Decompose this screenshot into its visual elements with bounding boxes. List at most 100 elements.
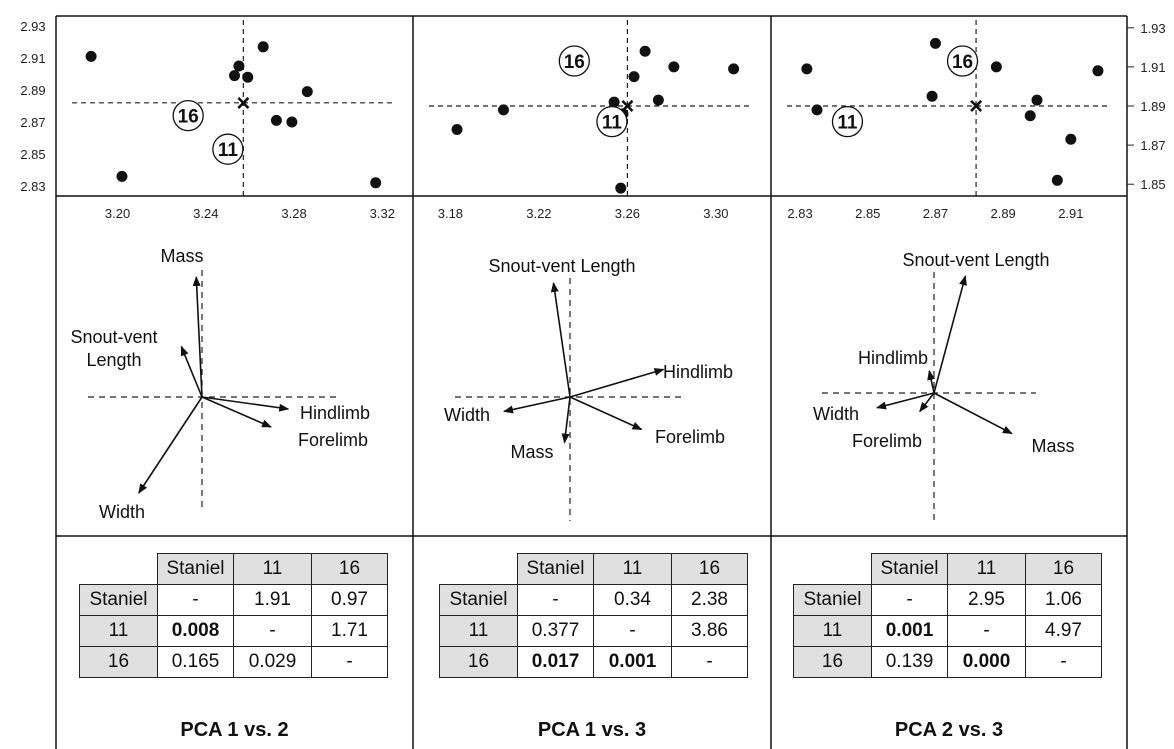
- loading-label: Snout-vent Length: [902, 250, 1049, 270]
- data-point: [652, 94, 664, 106]
- data-point: [233, 60, 245, 72]
- y-tick-label: 1.87: [1140, 138, 1165, 153]
- panel-title: PCA 1 vs. 2: [180, 719, 289, 741]
- table-column-header: 11: [593, 553, 672, 585]
- y-tick-label: 2.93: [20, 19, 45, 34]
- table-cell: 0.377: [517, 615, 594, 647]
- loading-label: Forelimb: [852, 431, 922, 451]
- y-tick-label: 1.89: [1140, 99, 1165, 114]
- loading-label: Hindlimb: [663, 362, 733, 382]
- panel-title: PCA 2 vs. 3: [894, 719, 1004, 741]
- loading-arrow: [561, 396, 571, 444]
- loading-arrow: [919, 392, 935, 413]
- loading-label: Width: [99, 502, 145, 522]
- x-tick-label: 2.85: [855, 206, 880, 221]
- loading-arrow: [569, 368, 665, 398]
- x-tick-label: 3.32: [370, 206, 395, 221]
- data-point: [1024, 110, 1036, 122]
- table-row-header: 16: [439, 646, 518, 678]
- loading-arrow: [550, 282, 571, 398]
- data-point: [608, 96, 620, 108]
- loading-arrow: [138, 396, 203, 494]
- table-cell: 1.06: [1025, 584, 1102, 616]
- table-cell: 0.008: [157, 615, 234, 647]
- table-cell: 0.017: [517, 646, 594, 678]
- loading-label: Width: [444, 405, 490, 425]
- table-row: 11 0.001-4.97: [793, 615, 1102, 647]
- table-corner: [440, 554, 518, 585]
- loading-label: Mass: [160, 246, 203, 266]
- data-point: [639, 45, 651, 57]
- point-label-circle: [596, 105, 628, 138]
- table-header-row: Staniel 11 16: [80, 553, 388, 585]
- point-label-16: 16: [178, 107, 199, 128]
- data-point: [286, 116, 298, 128]
- loading-arrow: [180, 345, 203, 398]
- y-tick-label: 2.89: [20, 83, 45, 98]
- table-column-header: Staniel: [871, 553, 948, 585]
- table-header-row: Staniel 11 16: [794, 553, 1102, 585]
- data-point: [370, 177, 382, 189]
- table-cell: -: [947, 615, 1026, 647]
- table-row-header: Staniel: [439, 584, 518, 616]
- point-label-circle: [558, 45, 590, 77]
- table-cell: 2.95: [947, 584, 1026, 616]
- point-label-16: 16: [564, 52, 585, 73]
- data-point: [451, 123, 463, 135]
- loading-arrow: [927, 369, 936, 394]
- table-cell: -: [517, 584, 594, 616]
- loading-label: Mass: [510, 442, 553, 462]
- centroid-marker: ×: [236, 90, 250, 117]
- table-cell: 0.97: [311, 584, 388, 616]
- table-cell: -: [233, 615, 312, 647]
- table-row: 16 0.017 0.001-: [439, 646, 748, 678]
- data-point: [242, 71, 254, 83]
- x-tick-label: 3.18: [438, 206, 463, 221]
- centroid-marker: ×: [969, 93, 983, 120]
- x-tick-label: 3.24: [193, 206, 218, 221]
- table-row: 11 0.008-1.71: [79, 615, 388, 647]
- table-cell: -: [671, 646, 748, 678]
- data-point: [270, 114, 282, 126]
- table-cell: -: [311, 646, 388, 678]
- panel-title: PCA 1 vs. 3: [537, 719, 647, 741]
- table-row-header: 16: [79, 646, 158, 678]
- table-cell: 1.91: [233, 584, 312, 616]
- table-cell: 2.38: [671, 584, 748, 616]
- x-tick-label: 3.30: [703, 206, 728, 221]
- x-tick-label: 2.83: [787, 206, 812, 221]
- table-row-header: Staniel: [793, 584, 872, 616]
- table-column-header: 11: [233, 553, 312, 585]
- table-cell: 3.86: [671, 615, 748, 647]
- loading-arrow: [933, 392, 1013, 435]
- loading-label: Snout-vent Length: [488, 256, 635, 276]
- table-cell: 0.000: [947, 646, 1026, 678]
- table-row: Staniel -1.91 0.97: [79, 584, 388, 616]
- table-cell: 0.001: [593, 646, 672, 678]
- data-point: [1092, 65, 1104, 77]
- table-row-header: 16: [793, 646, 872, 678]
- loading-label: Forelimb: [655, 427, 725, 447]
- distance-table: Staniel 11 16 Staniel -1.91 0.97 11 0.008-1.71 1…: [79, 553, 388, 678]
- table-cell: 0.139: [871, 646, 948, 678]
- table-corner: [794, 554, 872, 585]
- x-tick-label: 2.87: [923, 206, 948, 221]
- loading-label: Length: [86, 350, 141, 370]
- y-tick-label: 1.85: [1140, 177, 1165, 192]
- point-label-circle: [172, 99, 204, 132]
- table-row-header: 11: [439, 615, 518, 647]
- point-label-circle: [831, 105, 864, 138]
- x-tick-label: 3.20: [105, 206, 130, 221]
- table-cell: 0.029: [233, 646, 312, 678]
- x-tick-label: 3.26: [615, 206, 640, 221]
- data-point: [615, 182, 627, 194]
- loading-label: Hindlimb: [858, 348, 928, 368]
- loading-arrow: [201, 396, 290, 412]
- table-row-header: 11: [793, 615, 872, 647]
- table-cell: 4.97: [1025, 615, 1102, 647]
- data-point: [929, 37, 941, 49]
- table-cell: 0.165: [157, 646, 234, 678]
- distance-table: Staniel 11 16 Staniel -2.95 1.06 11 0.001-4.97 1…: [793, 553, 1102, 678]
